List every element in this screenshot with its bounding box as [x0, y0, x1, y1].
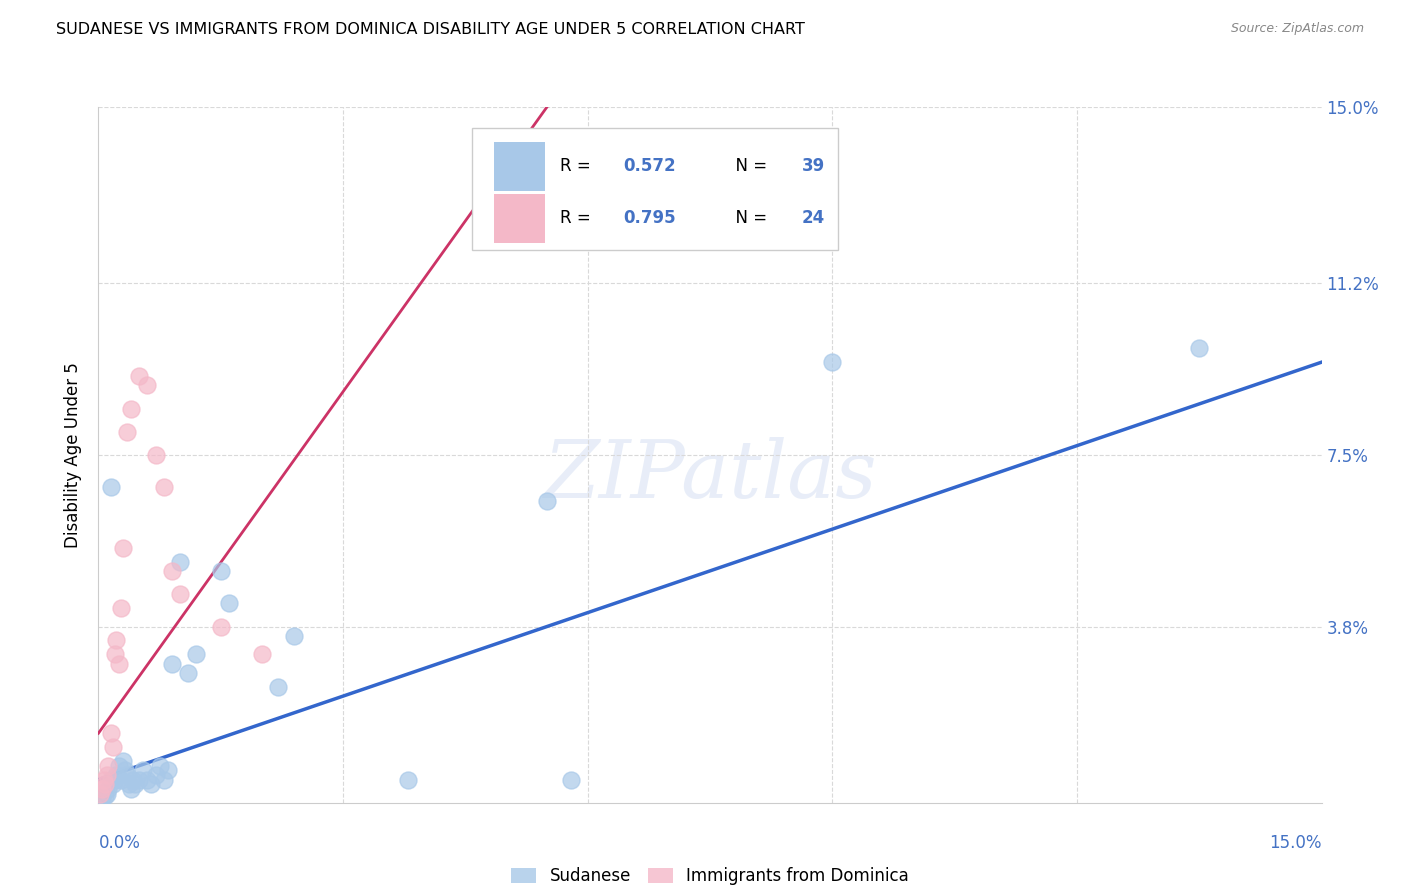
Point	[169, 587, 191, 601]
Point	[108, 657, 131, 671]
Point	[145, 768, 167, 782]
FancyBboxPatch shape	[494, 142, 546, 191]
Point	[97, 758, 120, 772]
Text: R =: R =	[560, 157, 596, 175]
Point	[186, 648, 208, 662]
Point	[132, 764, 155, 778]
Point	[160, 564, 183, 578]
Text: 24: 24	[801, 210, 825, 227]
FancyBboxPatch shape	[471, 128, 838, 250]
Point	[91, 781, 114, 796]
Point	[97, 781, 120, 796]
Y-axis label: Disability Age Under 5: Disability Age Under 5	[65, 362, 83, 548]
Point	[100, 726, 122, 740]
Point	[96, 768, 118, 782]
Point	[209, 619, 232, 633]
Point	[177, 665, 200, 680]
Point	[100, 772, 122, 787]
Point	[152, 772, 174, 787]
Point	[1188, 341, 1211, 355]
Point	[169, 555, 191, 569]
Point	[111, 541, 134, 555]
Point	[136, 378, 159, 392]
Point	[149, 758, 172, 772]
Point	[94, 789, 117, 803]
Point	[114, 764, 136, 778]
Point	[115, 425, 138, 439]
Point	[91, 791, 114, 805]
Point	[136, 772, 159, 787]
Text: SUDANESE VS IMMIGRANTS FROM DOMINICA DISABILITY AGE UNDER 5 CORRELATION CHART: SUDANESE VS IMMIGRANTS FROM DOMINICA DIS…	[56, 22, 806, 37]
Text: 0.0%: 0.0%	[98, 834, 141, 852]
Text: N =: N =	[724, 157, 772, 175]
Point	[100, 480, 122, 494]
Point	[267, 680, 290, 694]
Point	[128, 772, 150, 787]
Point	[283, 629, 305, 643]
Point	[141, 777, 163, 791]
Text: 0.795: 0.795	[623, 210, 676, 227]
Point	[105, 633, 128, 648]
Point	[101, 740, 124, 755]
Point	[160, 657, 183, 671]
Point	[115, 768, 138, 782]
Point	[118, 777, 141, 791]
Point	[120, 401, 142, 416]
Text: ZIPatlas: ZIPatlas	[543, 437, 877, 515]
Point	[250, 648, 273, 662]
Point	[152, 480, 174, 494]
FancyBboxPatch shape	[494, 194, 546, 243]
Point	[121, 772, 143, 787]
Point	[396, 772, 419, 787]
Point	[94, 777, 117, 791]
Point	[96, 787, 118, 801]
Text: 15.0%: 15.0%	[1270, 834, 1322, 852]
Point	[120, 781, 142, 796]
Point	[110, 772, 132, 787]
Point	[209, 564, 232, 578]
Text: Source: ZipAtlas.com: Source: ZipAtlas.com	[1230, 22, 1364, 36]
Point	[104, 648, 127, 662]
Point	[111, 754, 134, 768]
Point	[104, 772, 127, 787]
Legend: Sudanese, Immigrants from Dominica: Sudanese, Immigrants from Dominica	[505, 861, 915, 892]
Point	[93, 772, 115, 787]
Point	[105, 768, 128, 782]
Text: 0.572: 0.572	[623, 157, 676, 175]
Point	[560, 772, 582, 787]
Point	[110, 601, 132, 615]
Point	[145, 448, 167, 462]
Point	[101, 777, 124, 791]
Text: R =: R =	[560, 210, 596, 227]
Point	[536, 494, 558, 508]
Point	[89, 787, 111, 801]
Point	[536, 216, 558, 230]
Point	[156, 764, 179, 778]
Point	[108, 758, 131, 772]
Point	[821, 355, 844, 369]
Point	[218, 596, 240, 610]
Point	[124, 777, 146, 791]
Text: 39: 39	[801, 157, 825, 175]
Point	[128, 369, 150, 384]
Text: N =: N =	[724, 210, 772, 227]
